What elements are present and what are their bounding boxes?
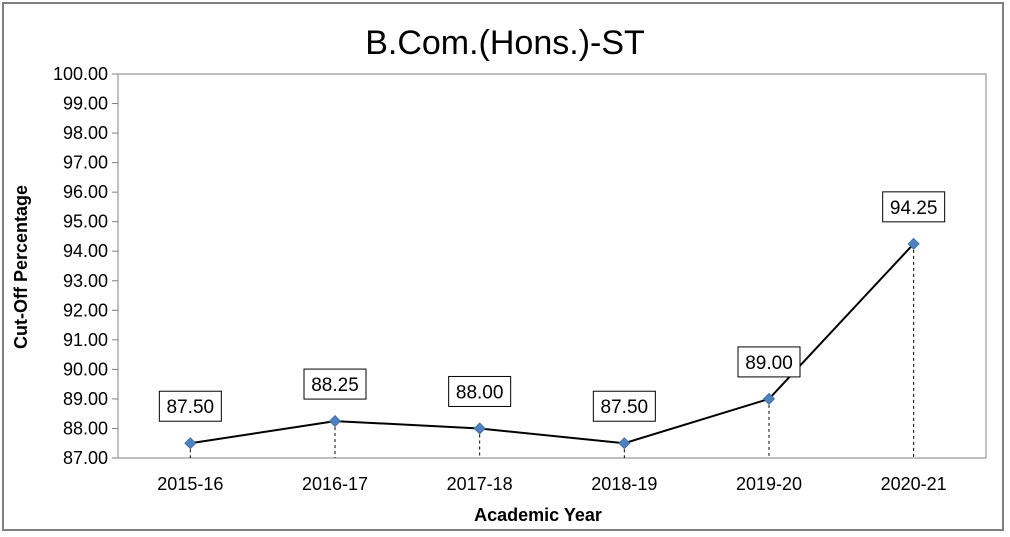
data-label: 88.25 (311, 375, 359, 396)
data-label-box (592, 390, 656, 422)
data-label-box (737, 346, 801, 378)
y-tick-label: 91.00 (63, 330, 108, 350)
y-tick-label: 100.00 (53, 64, 108, 84)
y-tick-label: 96.00 (63, 182, 108, 202)
data-point (328, 415, 342, 428)
data-point (618, 437, 631, 450)
y-tick-label: 98.00 (63, 123, 108, 143)
y-tick-label: 99.00 (63, 94, 108, 114)
data-point (184, 437, 197, 450)
y-tick-label: 93.00 (63, 271, 108, 291)
x-tick-label: 2015-16 (157, 474, 223, 494)
y-tick-label: 89.00 (63, 389, 108, 409)
y-tick-label: 90.00 (63, 359, 108, 379)
y-axis-title: Cut-Off Percentage (11, 185, 31, 349)
data-label: 88.00 (456, 382, 504, 403)
y-tick-label: 87.00 (63, 448, 108, 468)
data-point (907, 237, 920, 250)
data-label: 87.50 (601, 397, 649, 418)
x-axis: 2015-16 2016-17 2017-18 2018-19 2019-20 2020-… (157, 474, 946, 494)
plot-area (117, 73, 987, 459)
y-tick-label: 92.00 (63, 300, 108, 320)
x-tick-label: 2017-18 (447, 474, 513, 494)
x-tick-label: 2020-21 (881, 474, 947, 494)
series-line (190, 243, 915, 445)
x-axis-title: Academic Year (474, 505, 602, 525)
data-label: 89.00 (745, 353, 793, 374)
y-tick-label: 97.00 (63, 153, 108, 173)
y-axis: 87.00 88.00 89.00 90.00 91.00 92.00 93.00 94.00… (53, 64, 118, 468)
data-label-box (303, 368, 367, 400)
data-label: 87.50 (167, 397, 215, 418)
chart-frame (2, 2, 1004, 531)
data-label-box (882, 191, 946, 223)
data-labels: 87.50 88.25 88.00 87.50 89.00 94.25 (158, 191, 946, 422)
y-tick-label: 95.00 (63, 212, 108, 232)
data-point (762, 392, 776, 405)
data-point (473, 422, 486, 435)
x-tick-label: 2016-17 (302, 474, 368, 494)
data-markers (184, 237, 920, 450)
data-label-box (158, 390, 222, 422)
data-label: 94.25 (890, 198, 938, 219)
x-tick-label: 2019-20 (736, 474, 802, 494)
x-tick-label: 2018-19 (591, 474, 657, 494)
y-tick-label: 88.00 (63, 418, 108, 438)
data-label-box (448, 375, 512, 407)
y-tick-label: 94.00 (63, 241, 108, 261)
chart-title: B.Com.(Hons.)-ST (365, 24, 645, 62)
